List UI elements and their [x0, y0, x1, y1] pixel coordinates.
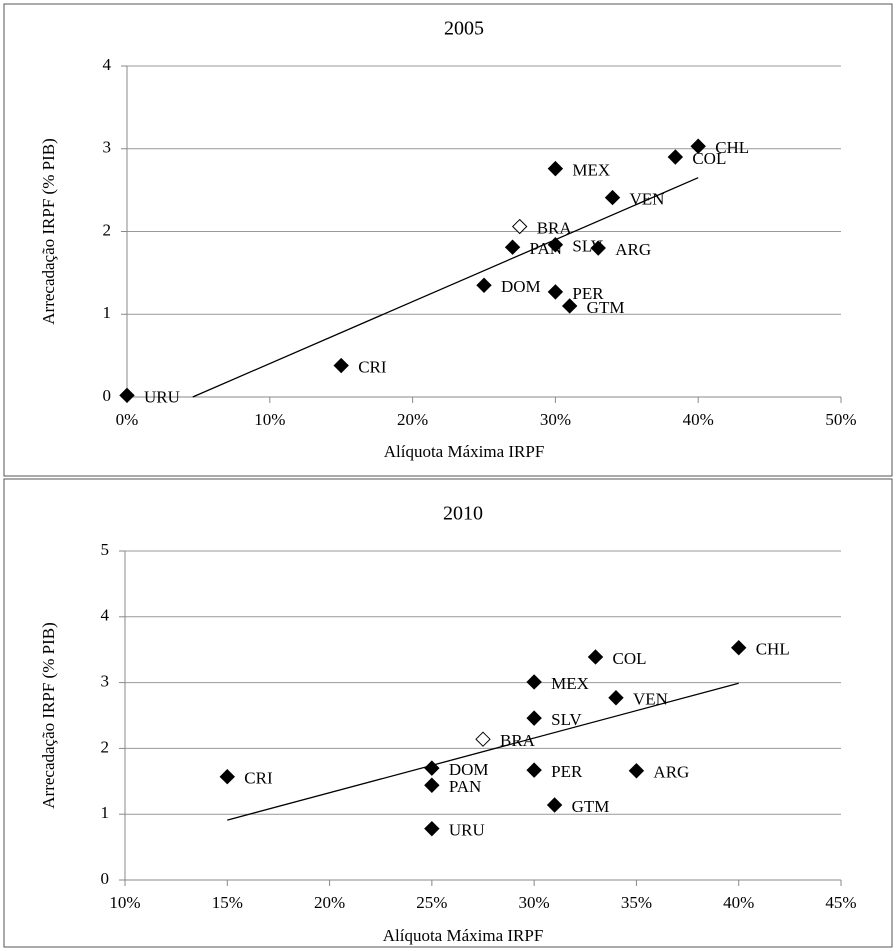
x-tick-label: 40%: [683, 410, 714, 429]
point: [526, 710, 542, 726]
x-tick-label: 10%: [109, 893, 140, 912]
point: [475, 731, 491, 747]
point: [219, 768, 235, 785]
point: [476, 277, 492, 293]
point-label: VEN: [633, 690, 668, 709]
x-tick-label: 30%: [519, 893, 550, 912]
point-label: PAN: [449, 777, 481, 796]
point: [511, 218, 528, 235]
x-tick-label: 10%: [254, 410, 285, 429]
x-tick-label: 40%: [723, 893, 754, 912]
point-label: CHL: [715, 138, 749, 157]
point-label: BRA: [500, 731, 536, 750]
y-axis-label: Arrecadação IRPF (% PIB): [39, 138, 58, 324]
y-tick-label: 5: [101, 540, 110, 559]
x-tick-label: 45%: [825, 893, 856, 912]
y-axis-label: Arrecadação IRPF (% PIB): [39, 622, 58, 808]
y-tick-label: 2: [101, 737, 110, 756]
point-label: PER: [572, 284, 604, 303]
point-label: BRA: [537, 218, 573, 237]
trendline: [227, 682, 739, 821]
panel-border: [3, 3, 893, 477]
trendline: [192, 177, 699, 398]
point-label: CRI: [358, 357, 387, 376]
point: [608, 690, 624, 706]
chart-title: 2005: [444, 18, 484, 40]
x-tick-label: 25%: [416, 893, 447, 912]
x-tick-label: 35%: [621, 893, 652, 912]
point-label: GTM: [572, 797, 610, 816]
y-tick-label: 3: [103, 138, 112, 157]
point: [526, 674, 542, 690]
point-label: MEX: [551, 674, 589, 693]
point: [504, 239, 521, 255]
point: [590, 240, 606, 256]
point-label: CRI: [244, 769, 273, 788]
y-tick-label: 4: [103, 55, 112, 74]
point-label: ARG: [615, 240, 651, 259]
x-tick-label: 30%: [540, 410, 571, 429]
y-tick-label: 1: [101, 803, 110, 822]
point-label: MEX: [572, 161, 610, 180]
point-label: URU: [144, 387, 180, 406]
x-tick-label: 0%: [116, 410, 139, 429]
chart-title: 2010: [443, 503, 483, 525]
point: [731, 640, 747, 656]
point: [424, 777, 440, 793]
point: [546, 797, 563, 813]
y-tick-label: 0: [103, 386, 112, 405]
point: [119, 387, 135, 404]
point: [424, 820, 440, 837]
point-label: SLV: [551, 710, 582, 729]
point-label: GTM: [587, 298, 625, 317]
x-axis-label: Alíquota Máxima IRPF: [383, 926, 544, 945]
point-label: DOM: [501, 277, 541, 296]
y-tick-label: 2: [103, 220, 112, 239]
point: [547, 284, 564, 300]
point-label: COL: [692, 149, 726, 168]
y-tick-label: 4: [101, 606, 110, 625]
point: [424, 760, 440, 776]
point: [604, 189, 621, 206]
y-tick-label: 0: [101, 869, 110, 888]
y-tick-label: 1: [103, 303, 112, 322]
point: [628, 763, 645, 779]
point-label: CHL: [756, 640, 790, 659]
point: [667, 149, 684, 165]
panel-border: [3, 478, 893, 948]
x-tick-label: 50%: [825, 410, 856, 429]
point: [333, 357, 349, 374]
x-tick-label: 15%: [212, 893, 243, 912]
point: [547, 160, 564, 177]
point-label: COL: [613, 649, 647, 668]
x-tick-label: 20%: [397, 410, 428, 429]
point-label: URU: [449, 821, 485, 840]
x-tick-label: 20%: [314, 893, 345, 912]
point-label: ARG: [653, 763, 689, 782]
x-axis-label: Alíquota Máxima IRPF: [384, 442, 545, 461]
point: [587, 649, 604, 665]
point-label: DOM: [449, 760, 489, 779]
point: [690, 138, 706, 154]
y-tick-label: 3: [101, 672, 110, 691]
point-label: PER: [551, 762, 583, 781]
point: [561, 298, 578, 314]
point: [526, 762, 542, 778]
